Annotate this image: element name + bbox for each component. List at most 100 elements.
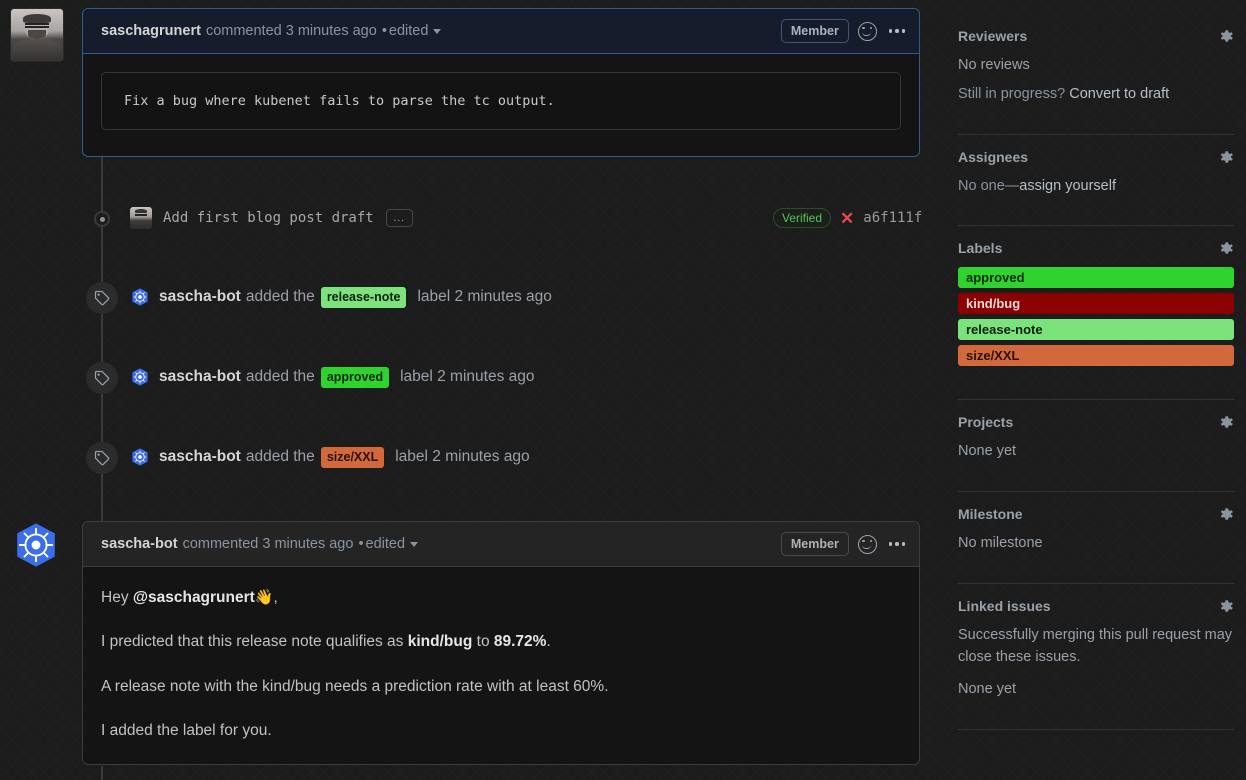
timeline-rail-commit-to-label [101,225,103,285]
assignees-value: No one—assign yourself [958,176,1234,198]
prediction-mid: to [472,633,494,651]
label-event-row-1: sascha-bot added the release-note label … [130,287,552,308]
avatar-sascha-bot[interactable] [12,521,60,569]
author-comment-box: saschagrunert commented 3 minutes ago • … [82,8,920,157]
convert-to-draft-link[interactable]: Convert to draft [1069,85,1170,102]
chevron-down-icon[interactable] [433,28,442,34]
label-event-actor-1[interactable]: sascha-bot [159,288,241,306]
sidebar-label-size-xxl[interactable]: size/XXL [958,345,1234,367]
projects-header: Projects [958,414,1234,430]
release-note-code-block: Fix a bug where kubenet fails to parse t… [101,72,901,131]
bot-threshold-line: A release note with the kind/bug needs a… [101,677,609,695]
label-event-suffix-3: label 2 minutes ago [395,448,530,466]
commit-status-group: Verified ✕ a6f111f [773,208,922,228]
bot-greeting-line: Hey @saschagrunert👋, [101,587,901,609]
commit-message[interactable]: Add first blog post draft [163,210,374,226]
sidebar-section-assignees: Assignees No one—assign yourself [958,149,1234,219]
avatar-saschagrunert[interactable] [10,8,64,62]
reviewers-gear-icon[interactable] [1218,28,1234,44]
assignees-header: Assignees [958,149,1234,165]
reaction-smiley-icon[interactable] [857,21,877,41]
sidebar-label-release-note[interactable]: release-note [958,319,1234,341]
reviewers-header: Reviewers [958,28,1234,44]
sidebar-section-milestone: Milestone No milestone [958,506,1234,576]
sidebar-label-approved[interactable]: approved [958,267,1234,289]
prediction-post: . [546,633,551,651]
tag-icon [94,370,110,386]
timeline-column: saschagrunert commented 3 minutes ago • … [0,0,940,780]
avatar-beard [28,29,46,39]
label-event-badge-3 [86,442,118,474]
labels-gear-icon[interactable] [1218,240,1234,256]
label-event-suffix-1: label 2 minutes ago [417,288,552,306]
assignees-gear-icon[interactable] [1218,149,1234,165]
assign-yourself-link[interactable]: assign yourself [1019,177,1116,194]
commit-expand-button[interactable]: … [385,209,413,227]
label-event-actor-3[interactable]: sascha-bot [159,448,241,466]
kubernetes-bot-icon-3[interactable] [130,447,150,467]
milestone-title: Milestone [958,506,1023,522]
bot-comment-author-name[interactable]: sascha-bot [101,536,178,552]
greeting-prefix: Hey [101,589,133,606]
sidebar-section-linked-issues: Linked issues Successfully merging this … [958,598,1234,722]
bot-comment-edited-label[interactable]: edited [365,536,406,552]
bot-prediction-line: I predicted that this release note quali… [101,631,901,653]
commit-sha[interactable]: a6f111f [863,210,923,226]
projects-value: None yet [958,443,1017,460]
linked-issues-header: Linked issues [958,598,1234,614]
commit-event-row: Add first blog post draft … [130,207,413,229]
member-badge: Member [780,19,849,43]
reviewers-no-reviews: No reviews [958,57,1030,73]
author-comment-body: Fix a bug where kubenet fails to parse t… [83,54,919,148]
comment-edited-label[interactable]: edited [388,23,429,39]
commit-dot-icon [94,211,110,227]
bot-comment-body: Hey @saschagrunert👋, I predicted that th… [83,567,919,763]
sidebar-divider-2 [958,225,1234,227]
wave-emoji: 👋 [254,589,274,606]
sidebar-divider-4 [958,491,1234,492]
assignees-title: Assignees [958,148,1029,165]
kubernetes-bot-icon-2[interactable] [130,367,150,387]
timeline-rail-top [101,157,103,212]
sidebar-divider-6 [958,729,1234,730]
reviewers-title: Reviewers [958,28,1028,44]
timeline-rail-bottom [101,766,103,780]
pr-sidebar: Reviewers No reviews Still in progress? … [940,0,1246,780]
prediction-prefix: I predicted that this release note quali… [101,633,408,651]
author-comment-header: saschagrunert commented 3 minutes ago • … [83,9,919,54]
greeting-suffix: , [273,589,278,606]
projects-title: Projects [958,414,1014,431]
more-options-icon[interactable] [888,542,905,546]
label-event-suffix-2: label 2 minutes ago [400,368,535,386]
verified-badge[interactable]: Verified [773,208,832,228]
kubernetes-bot-icon-1[interactable] [130,287,150,307]
more-options-icon[interactable] [888,29,905,33]
linked-issues-gear-icon[interactable] [1218,598,1234,614]
bot-comment-timestamp: commented 3 minutes ago [182,536,354,552]
inline-label-size-xxl[interactable]: size/XXL [320,447,385,468]
sidebar-label-kind-bug[interactable]: kind/bug [958,293,1234,315]
label-event-badge-2 [86,362,118,394]
reaction-smiley-icon[interactable] [857,534,877,554]
user-mention[interactable]: @saschagrunert [132,589,255,606]
projects-gear-icon[interactable] [1218,414,1234,430]
inline-label-release-note[interactable]: release-note [320,287,407,308]
labels-title: Labels [958,240,1003,257]
linked-issues-description: Successfully merging this pull request m… [958,626,1233,665]
sidebar-divider-5 [958,582,1234,584]
milestone-gear-icon[interactable] [1218,506,1234,522]
draft-prompt-text: Still in progress? [958,85,1070,102]
inline-label-approved[interactable]: approved [320,367,390,388]
comment-author-name[interactable]: saschagrunert [101,23,201,39]
label-event-action-1: added the [245,288,315,306]
bot-comment-separator: • [358,536,364,552]
avatar-body [13,38,61,61]
check-failed-icon[interactable]: ✕ [840,208,855,228]
label-event-row-2: sascha-bot added the approved label 2 mi… [130,367,535,388]
label-event-actor-2[interactable]: sascha-bot [159,368,241,386]
commit-author-avatar[interactable] [130,207,152,229]
milestone-value: No milestone [958,535,1043,551]
chevron-down-icon[interactable] [410,541,419,547]
tag-icon [94,450,110,466]
